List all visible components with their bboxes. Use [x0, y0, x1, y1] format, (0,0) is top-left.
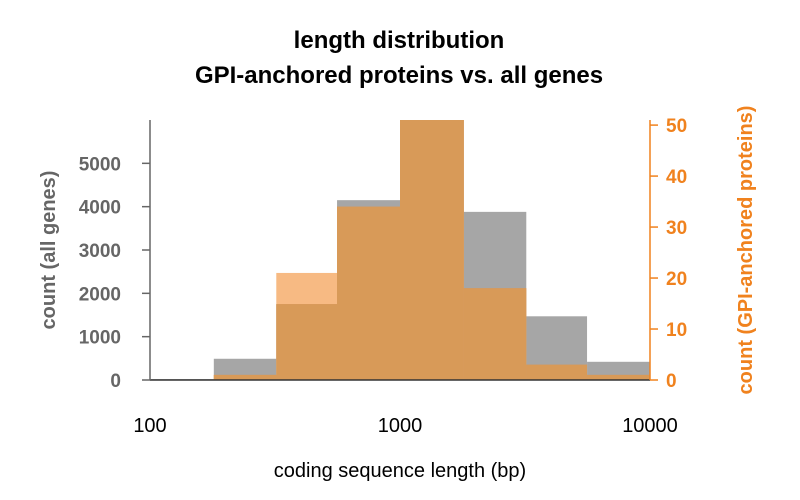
- right-y-axis: 0 10 20 30 40 50: [649, 116, 687, 392]
- x-tick-label: 100: [133, 415, 166, 437]
- left-tick-label: 3000: [79, 241, 121, 262]
- x-axis-label: coding sequence length (bp): [274, 460, 526, 482]
- left-y-axis: 0 1000 2000 3000 4000 5000: [79, 120, 151, 392]
- left-tick-label: 5000: [79, 154, 121, 175]
- left-tick-label: 4000: [79, 198, 121, 219]
- bar-overlap: [400, 120, 464, 380]
- x-axis: 100 1000 10000: [133, 415, 678, 437]
- overlap-bars: [213, 120, 650, 380]
- x-tick-label: 10000: [622, 415, 678, 437]
- x-tick-label: 1000: [378, 415, 423, 437]
- bar-overlap: [587, 374, 650, 380]
- right-tick-label: 0: [666, 371, 677, 392]
- bar-overlap: [463, 288, 527, 380]
- bar-all-genes: [213, 358, 277, 380]
- left-tick-label: 1000: [79, 328, 121, 349]
- y-axis-label-left: count (all genes): [38, 171, 60, 330]
- bar-overlap: [213, 374, 277, 380]
- left-tick-label: 2000: [79, 284, 121, 305]
- right-tick-label: 40: [666, 167, 687, 188]
- chart-title-line-2: GPI-anchored proteins vs. all genes: [195, 62, 603, 89]
- bar-overlap: [337, 206, 400, 380]
- bar-overlap: [526, 364, 588, 380]
- left-tick-label: 0: [110, 371, 121, 392]
- right-tick-label: 30: [666, 218, 687, 239]
- right-tick-label: 20: [666, 269, 687, 290]
- chart-title-line-1: length distribution: [294, 27, 505, 54]
- y-axis-label-right: count (GPI-anchored proteins): [735, 106, 757, 395]
- right-tick-label: 50: [666, 116, 687, 137]
- right-tick-label: 10: [666, 320, 687, 341]
- bar-overlap: [276, 304, 338, 380]
